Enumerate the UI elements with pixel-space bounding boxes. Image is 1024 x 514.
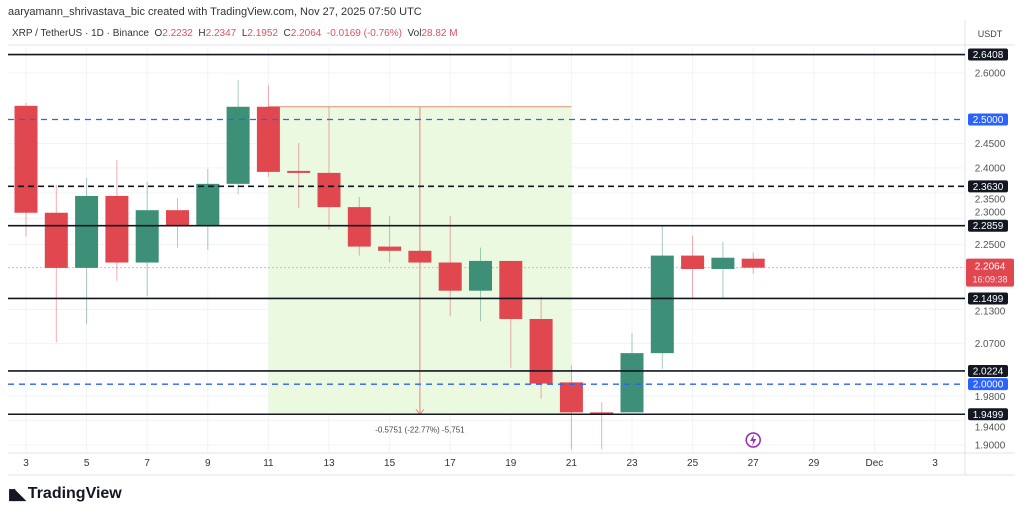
x-tick-label: 29	[808, 458, 820, 469]
measure-label: -0.5751 (-22.77%) -5,751	[375, 425, 465, 434]
candle-body	[438, 262, 462, 291]
x-tick-label: 25	[687, 458, 699, 469]
y-tick-label: 2.4500	[975, 139, 1006, 150]
level-price-label: 2.1499	[973, 294, 1004, 305]
candle-body	[14, 105, 38, 213]
high-label: H	[198, 28, 206, 39]
level-price-badge	[968, 364, 1008, 377]
y-tick-label: 1.9800	[975, 392, 1006, 403]
y-tick-label: 1.9400	[975, 422, 1006, 433]
candle-body	[620, 353, 644, 413]
level-price-label: 2.0224	[973, 366, 1004, 377]
x-tick-label: 11	[263, 458, 274, 469]
x-tick-label: 21	[566, 458, 578, 469]
candle-body	[559, 382, 583, 413]
level-price-label: 2.6408	[973, 50, 1004, 61]
y-tick-label: 2.6000	[975, 69, 1006, 80]
level-price-badge	[968, 48, 1008, 61]
candle-body	[650, 255, 674, 354]
candle-body	[469, 260, 492, 291]
x-tick-label: 27	[748, 458, 760, 469]
bar-countdown-label: 16:09:38	[972, 275, 1007, 285]
low-label: L	[241, 28, 248, 39]
x-tick-label: 15	[384, 458, 396, 469]
x-tick-label: 3	[932, 458, 938, 469]
level-price-badge	[968, 378, 1008, 391]
candle-body	[529, 318, 553, 384]
lightning-bolt-icon	[750, 434, 757, 446]
candle-body	[590, 412, 614, 415]
candle-body	[226, 106, 250, 184]
candle-body	[378, 246, 402, 251]
level-price-label: 1.9499	[973, 410, 1004, 421]
x-tick-label: 17	[445, 458, 457, 469]
level-price-label: 2.3630	[973, 182, 1004, 193]
currency-label: USDT	[978, 29, 1003, 39]
candle-body	[135, 210, 159, 263]
x-tick-label: 5	[84, 458, 90, 469]
candle-body	[499, 260, 523, 319]
x-tick-label: 3	[23, 458, 29, 469]
candle-body	[408, 250, 432, 263]
y-tick-label: 2.4000	[975, 163, 1006, 174]
tradingview-logo-icon: ▮◣	[8, 486, 26, 503]
level-price-label: 2.5000	[973, 115, 1004, 126]
y-tick-label: 2.2500	[975, 240, 1006, 251]
level-price-label: 2.2859	[973, 221, 1004, 232]
candle-body	[741, 258, 765, 268]
volume-value: 28.82 M	[421, 28, 458, 39]
open-label: O	[154, 28, 163, 39]
level-price-badge	[968, 113, 1008, 126]
x-tick-label: 23	[626, 458, 638, 469]
level-price-label: 2.0000	[973, 380, 1004, 391]
high-value: 2.2347	[205, 28, 237, 39]
current-price-label: 2.2064	[975, 262, 1006, 273]
y-tick-label: 2.3500	[975, 194, 1006, 205]
x-tick-label: 9	[205, 458, 211, 469]
candle-body	[166, 210, 189, 226]
close-label: C	[283, 28, 291, 39]
candle-body	[287, 170, 311, 173]
candle-body	[105, 195, 129, 263]
change-value: -0.0169 (-0.76%)	[326, 28, 402, 39]
level-price-badge	[968, 292, 1008, 305]
x-tick-label: Dec	[866, 458, 884, 469]
candle-body	[75, 195, 99, 268]
logo-text: TradingView	[27, 485, 122, 502]
chart-credit: aaryamann_shrivastava_bic created with T…	[8, 6, 422, 18]
candle-body	[711, 257, 735, 269]
volume-label: Vol	[407, 28, 422, 39]
tradingview-logo: ▮◣ TradingView	[8, 485, 122, 503]
y-tick-label: 2.3000	[975, 208, 1006, 219]
x-tick-label: 7	[144, 458, 150, 469]
current-price-badge	[966, 258, 1014, 287]
level-price-badge	[968, 219, 1008, 232]
level-price-badge	[968, 180, 1008, 193]
candle-body	[256, 106, 280, 172]
y-tick-label: 1.9000	[975, 440, 1006, 451]
y-tick-label: 2.0700	[975, 339, 1006, 350]
open-value: 2.2232	[162, 28, 193, 39]
x-tick-label: 13	[323, 458, 335, 469]
x-tick-label: 19	[505, 458, 517, 469]
y-tick-label: 2.1300	[975, 306, 1006, 317]
candle-body	[681, 255, 705, 269]
low-value: 2.1952	[247, 28, 278, 39]
candle-body	[317, 172, 341, 208]
candle-body	[347, 207, 371, 247]
candle-body	[44, 212, 68, 268]
close-value: 2.2064	[290, 28, 322, 39]
symbol-title[interactable]: XRP / TetherUS · 1D · Binance	[12, 28, 149, 39]
level-price-badge	[968, 408, 1008, 421]
candle-body	[196, 183, 220, 226]
symbol-legend: XRP / TetherUS · 1D · Binance O2.2232 H2…	[12, 28, 458, 39]
